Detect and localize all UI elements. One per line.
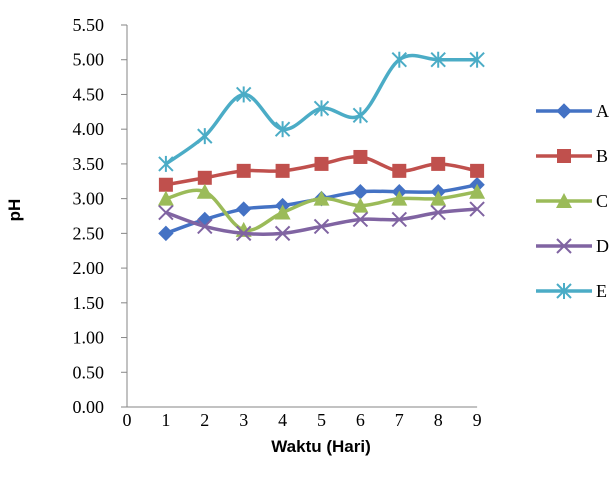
y-tick-label: 1.00 (73, 328, 105, 348)
series-e (158, 51, 485, 172)
y-tick-label: 4.00 (73, 119, 105, 139)
legend-marker-a (556, 103, 572, 119)
x-tick-label: 5 (317, 410, 326, 430)
legend-label-e: E (596, 281, 607, 301)
legend-label-c: C (596, 191, 608, 211)
data-point-b (431, 156, 446, 171)
y-tick-label: 2.50 (73, 223, 105, 243)
data-point-e (197, 128, 213, 145)
data-point-c (274, 204, 291, 220)
legend-marker-b (557, 149, 571, 163)
data-point-c (352, 197, 369, 213)
data-point-e (469, 51, 485, 68)
data-point-d (313, 218, 330, 235)
data-point-c (196, 183, 213, 199)
data-point-d (430, 204, 446, 221)
data-point-d (352, 211, 369, 228)
data-point-b (158, 177, 173, 192)
legend-item-d: D (536, 236, 609, 256)
data-point-a (352, 183, 369, 200)
data-point-c (391, 190, 408, 206)
y-tick-label: 1.50 (73, 293, 105, 313)
legend-label-d: D (596, 236, 609, 256)
y-tick-label: 3.50 (73, 154, 105, 174)
data-point-e (391, 51, 408, 68)
legend-marker-d (556, 238, 572, 254)
data-point-e (313, 100, 330, 117)
data-point-e (158, 155, 174, 172)
x-tick-label: 2 (200, 410, 209, 430)
data-point-a (158, 225, 174, 242)
data-point-c (469, 183, 486, 199)
x-tick-label: 7 (395, 410, 404, 430)
x-tick-label: 6 (356, 410, 365, 430)
x-tick-labels: 0 1 2 3 4 5 6 7 8 9 (123, 410, 482, 430)
data-point-b (275, 163, 290, 178)
x-tick-label: 1 (161, 410, 170, 430)
data-point-d (469, 201, 485, 217)
legend-item-a: A (536, 101, 609, 121)
data-point-c (313, 190, 330, 206)
data-point-e (430, 51, 446, 68)
legend-label-a: A (596, 101, 609, 121)
data-point-e (274, 121, 291, 138)
data-point-e (235, 86, 252, 103)
series-lines (157, 51, 486, 242)
y-tick-label: 4.50 (73, 84, 105, 104)
x-tick-label: 4 (278, 410, 287, 430)
y-tick-label: 0.00 (73, 397, 105, 417)
x-tick-label: 9 (473, 410, 482, 430)
legend-marker-e (556, 283, 572, 299)
legend-item-b: B (536, 146, 608, 166)
x-axis-title: Waktu (Hari) (271, 437, 371, 456)
series-b (158, 149, 485, 192)
data-point-b (197, 170, 212, 185)
y-tick-label: 5.50 (73, 15, 105, 35)
series-line-d (165, 207, 478, 236)
data-point-a (235, 201, 252, 217)
legend: A B C D E (536, 101, 609, 301)
series-d (158, 201, 485, 242)
y-tick-label: 5.00 (73, 50, 105, 70)
data-point-b (470, 163, 485, 178)
y-tick-labels: 0.00 0.50 1.00 1.50 2.00 2.50 3.00 3.50 4.00 4.50… (73, 15, 105, 417)
data-point-b (353, 149, 368, 164)
data-point-d (235, 225, 252, 242)
data-point-b (392, 163, 407, 178)
data-point-b (314, 156, 329, 171)
x-tick-label: 3 (239, 410, 248, 430)
legend-item-c: C (536, 191, 608, 211)
data-point-c (157, 190, 174, 206)
x-tick-label: 8 (434, 410, 443, 430)
x-tick-label: 0 (123, 410, 132, 430)
y-axis-title: pH (5, 199, 24, 222)
data-point-e (352, 107, 369, 124)
data-point-d (391, 211, 408, 228)
y-tick-label: 2.00 (73, 258, 105, 278)
legend-item-e: E (536, 281, 607, 301)
data-point-c (430, 190, 447, 206)
data-point-d (274, 225, 291, 242)
data-point-b (236, 163, 251, 178)
y-tick-label: 0.50 (73, 362, 105, 382)
axes (121, 24, 478, 408)
series-c (157, 183, 486, 237)
data-point-d (158, 204, 174, 221)
legend-label-b: B (596, 146, 608, 166)
y-tick-label: 3.00 (73, 189, 105, 209)
legend-marker-c (556, 193, 572, 208)
data-point-d (197, 218, 213, 235)
